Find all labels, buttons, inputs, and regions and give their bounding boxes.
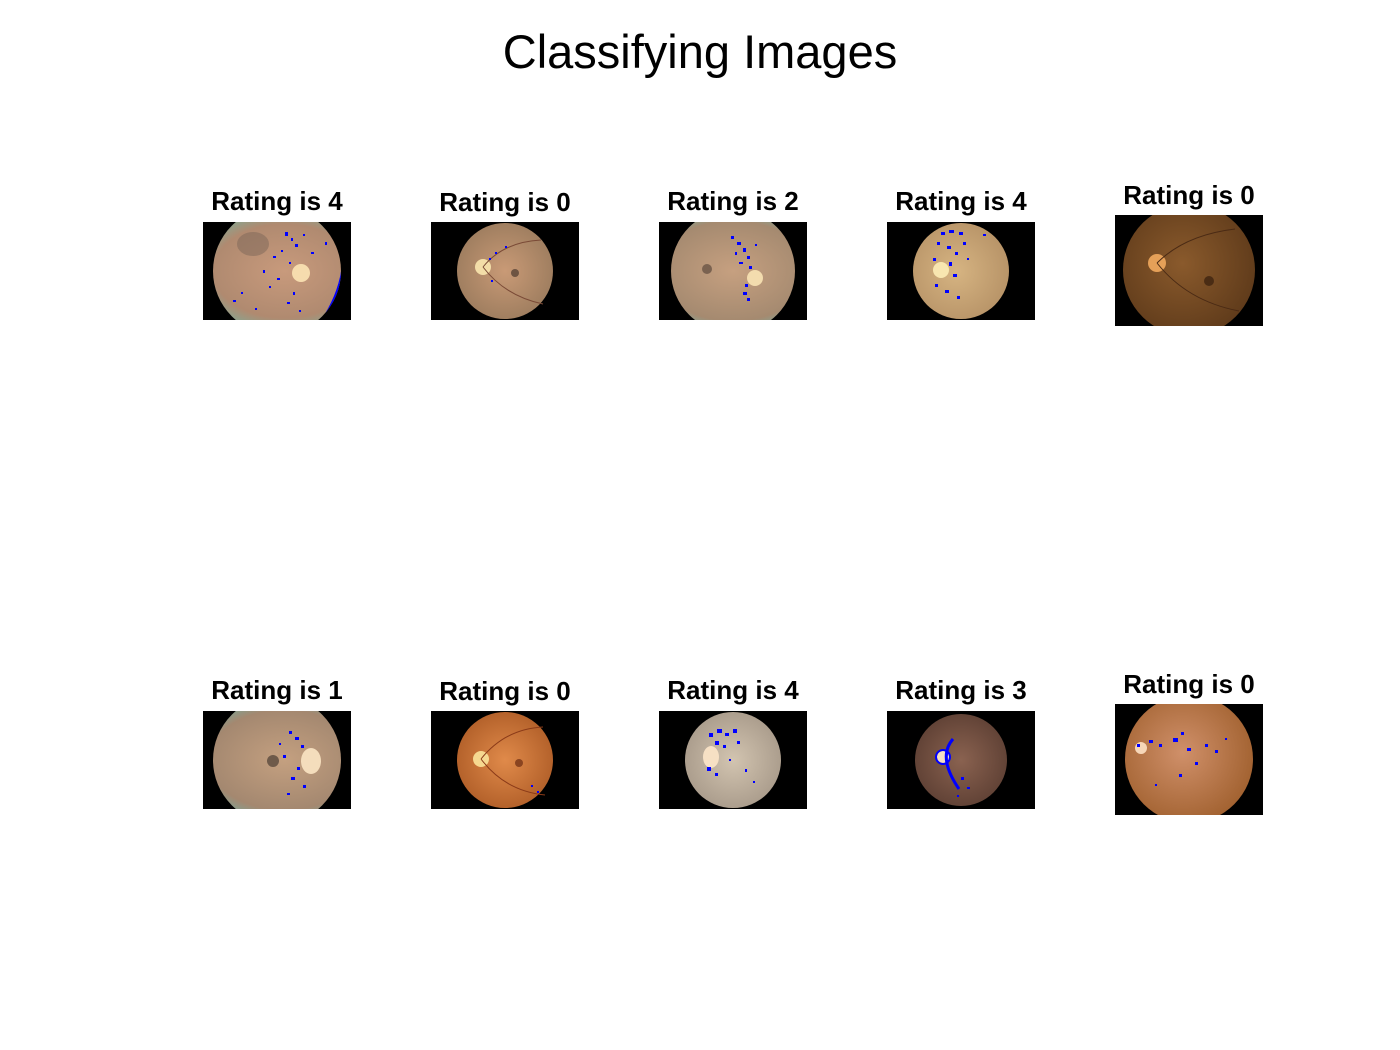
panel-title: Rating is 0 (439, 187, 571, 217)
panel-title: Rating is 4 (211, 186, 343, 216)
figure-title: Classifying Images (502, 25, 898, 78)
fundus-image (431, 222, 579, 320)
fundus-image (887, 222, 1035, 320)
fundus-image (887, 711, 1035, 809)
panel-title: Rating is 2 (667, 186, 799, 216)
fundus-image (1115, 215, 1263, 326)
panel-title: Rating is 3 (895, 675, 1027, 705)
fundus-image (659, 711, 807, 809)
panel-title: Rating is 0 (439, 676, 571, 706)
fundus-image (659, 222, 807, 320)
panel-title: Rating is 1 (211, 675, 343, 705)
fundus-image (1115, 704, 1263, 815)
panel-title: Rating is 4 (895, 186, 1027, 216)
panel-title: Rating is 0 (1123, 180, 1255, 210)
panel-title: Rating is 4 (667, 675, 799, 705)
fundus-image (431, 711, 579, 809)
panel-title: Rating is 0 (1123, 669, 1255, 699)
fundus-image (203, 711, 351, 809)
fundus-image (203, 222, 351, 320)
